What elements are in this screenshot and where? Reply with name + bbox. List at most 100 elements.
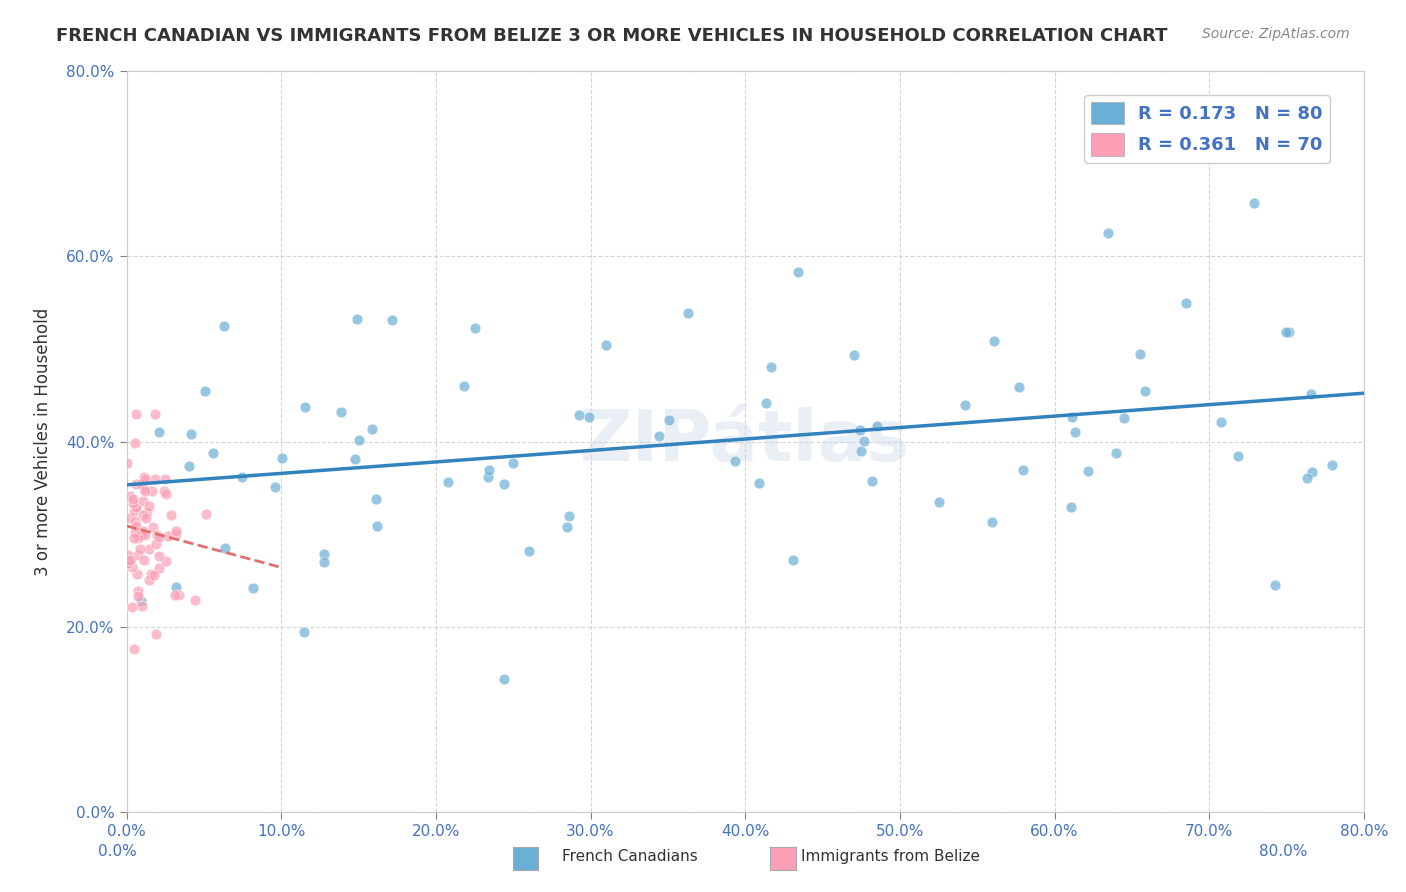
- Point: [194, 507, 217, 521]
- Point: [464, 321, 486, 335]
- Point: [381, 313, 404, 327]
- Point: [364, 492, 387, 507]
- Point: [294, 400, 316, 414]
- Point: [578, 410, 600, 425]
- Point: [142, 568, 165, 582]
- Point: [478, 462, 501, 476]
- Point: [138, 541, 160, 556]
- Point: [292, 624, 315, 639]
- Point: [502, 457, 524, 471]
- Point: [131, 477, 153, 491]
- Point: [132, 524, 155, 538]
- Point: [165, 527, 187, 541]
- Point: [517, 544, 540, 558]
- Point: [129, 593, 152, 607]
- Point: [117, 548, 139, 562]
- Point: [125, 566, 148, 581]
- Point: [153, 472, 176, 486]
- Point: [312, 547, 335, 561]
- Point: [124, 514, 146, 528]
- Point: [142, 520, 165, 534]
- Point: [131, 528, 153, 542]
- Point: [136, 505, 159, 519]
- Point: [118, 554, 141, 568]
- Point: [676, 306, 699, 320]
- Point: [1105, 446, 1128, 460]
- Point: [121, 560, 143, 574]
- Point: [132, 470, 155, 484]
- Point: [179, 458, 201, 473]
- Point: [122, 492, 145, 507]
- Point: [849, 423, 872, 437]
- Point: [125, 476, 148, 491]
- Point: [849, 444, 872, 458]
- Point: [1012, 463, 1035, 477]
- Text: 0.0%: 0.0%: [98, 845, 138, 859]
- Point: [330, 404, 353, 418]
- Point: [117, 510, 139, 524]
- Point: [558, 508, 581, 523]
- Point: [141, 483, 163, 498]
- Point: [1133, 384, 1156, 399]
- Point: [1064, 425, 1087, 440]
- Point: [127, 531, 149, 545]
- Point: [761, 359, 783, 374]
- Point: [165, 524, 187, 538]
- Point: [155, 554, 177, 568]
- Point: [1301, 466, 1323, 480]
- Point: [125, 500, 148, 514]
- Point: [214, 541, 236, 555]
- Point: [143, 407, 166, 421]
- Point: [853, 434, 876, 448]
- Text: Immigrants from Belize: Immigrants from Belize: [801, 849, 980, 863]
- Point: [1076, 464, 1098, 478]
- Point: [981, 516, 1004, 530]
- Point: [131, 599, 153, 614]
- Point: [124, 525, 146, 540]
- Point: [121, 496, 143, 510]
- Point: [212, 318, 235, 333]
- Point: [155, 486, 177, 500]
- Point: [165, 580, 187, 594]
- Point: [1008, 380, 1031, 394]
- Point: [125, 407, 148, 421]
- Point: [132, 494, 155, 508]
- Point: [156, 529, 179, 543]
- Text: French Canadians: French Canadians: [562, 849, 699, 863]
- Point: [148, 549, 170, 564]
- Point: [146, 527, 169, 541]
- Point: [120, 553, 142, 567]
- Point: [153, 484, 176, 499]
- Point: [134, 472, 156, 486]
- Point: [755, 396, 778, 410]
- Point: [928, 495, 950, 509]
- Point: [437, 475, 460, 489]
- Point: [134, 484, 156, 499]
- Point: [312, 555, 335, 569]
- Point: [194, 384, 217, 398]
- Point: [124, 436, 146, 450]
- Text: 80.0%: 80.0%: [1260, 845, 1308, 859]
- Point: [346, 312, 368, 326]
- Text: FRENCH CANADIAN VS IMMIGRANTS FROM BELIZE 3 OR MORE VEHICLES IN HOUSEHOLD CORREL: FRENCH CANADIAN VS IMMIGRANTS FROM BELIZ…: [56, 27, 1168, 45]
- Point: [983, 334, 1005, 349]
- Point: [1243, 195, 1265, 210]
- Point: [159, 508, 181, 522]
- Point: [132, 552, 155, 566]
- Point: [231, 470, 253, 484]
- Point: [647, 428, 669, 442]
- Point: [782, 553, 804, 567]
- Point: [568, 409, 591, 423]
- Point: [748, 475, 770, 490]
- Point: [477, 469, 499, 483]
- Point: [953, 398, 976, 412]
- Point: [787, 265, 810, 279]
- Point: [1114, 410, 1136, 425]
- Point: [143, 472, 166, 486]
- Point: [129, 541, 152, 556]
- Point: [145, 537, 167, 551]
- Point: [124, 531, 146, 545]
- Point: [125, 500, 148, 515]
- Point: [1097, 226, 1119, 240]
- Point: [139, 566, 162, 581]
